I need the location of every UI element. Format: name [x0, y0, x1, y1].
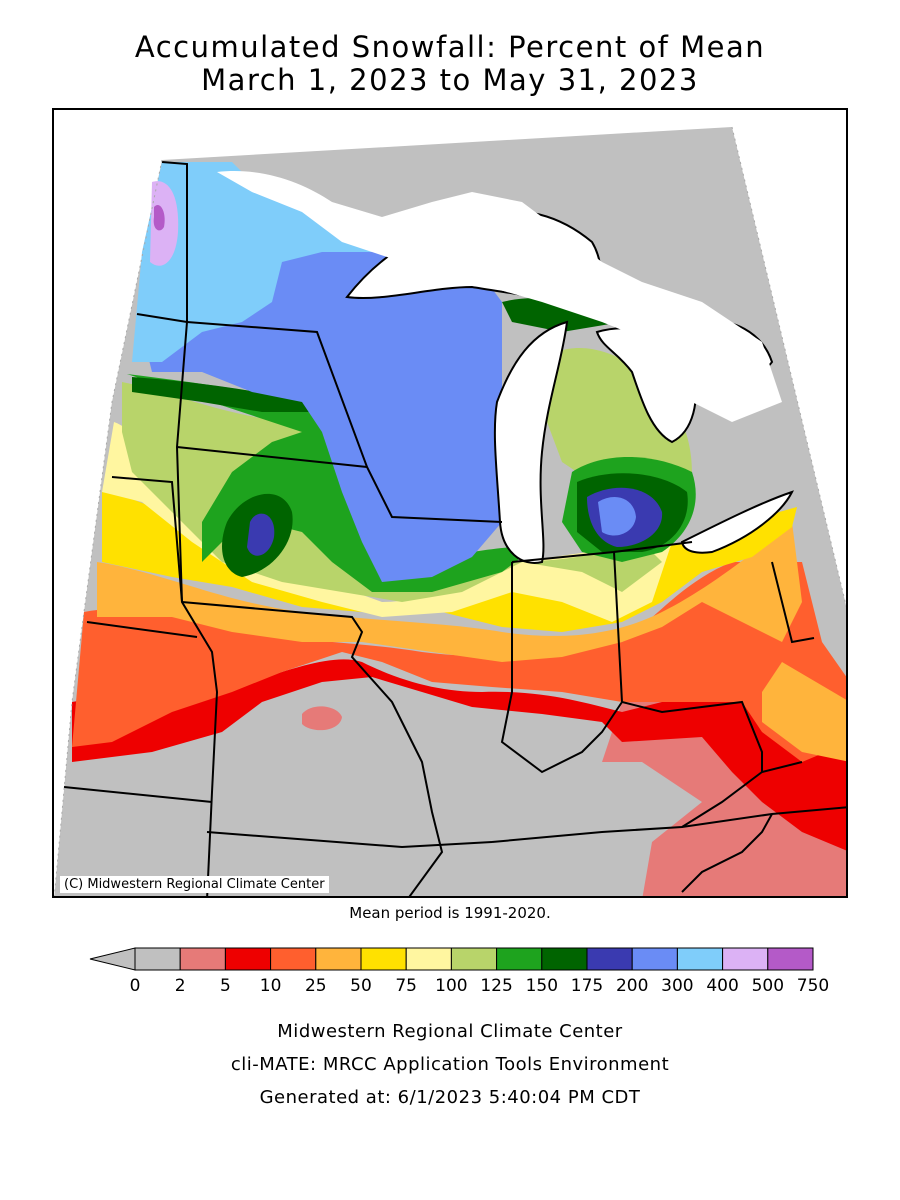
contour-300	[132, 162, 422, 362]
legend-tick-label: 5	[219, 976, 231, 996]
lake-erie	[680, 490, 794, 554]
legend-tick-label: 750	[796, 976, 830, 996]
contour-100-mi	[542, 348, 692, 482]
legend-swatch	[315, 947, 362, 971]
projection-edge	[54, 126, 846, 896]
legend-tick-label: 10	[259, 976, 282, 996]
legend-tick-label: 200	[615, 976, 649, 996]
legend-tick-label: 75	[395, 976, 418, 996]
footer-app: cli-MATE: MRCC Application Tools Environ…	[230, 1054, 670, 1075]
legend-tick-label: 175	[570, 976, 604, 996]
legend-swatch	[450, 947, 498, 971]
map-date-range: March 1, 2023 to May 31, 2023	[201, 63, 699, 97]
snowfall-map: (C) Midwestern Regional Climate Center	[52, 108, 848, 898]
contour-175-mn	[247, 513, 275, 556]
legend-swatch	[134, 947, 181, 971]
contour-25	[97, 522, 802, 662]
copyright-label: (C) Midwestern Regional Climate Center	[60, 876, 329, 893]
legend-swatch	[179, 947, 226, 971]
legend-tick-label: 300	[661, 976, 694, 996]
contour-10	[72, 562, 846, 762]
map-title: Accumulated Snowfall: Percent of Mean	[134, 30, 766, 64]
legend-tick-label: 100	[435, 976, 468, 996]
color-legend	[89, 947, 814, 971]
legend-swatch	[496, 947, 543, 971]
legend-swatch	[270, 947, 317, 971]
legend-tick-label: 2	[174, 976, 186, 996]
contour-2	[602, 692, 846, 896]
legend-swatch	[767, 947, 814, 971]
legend-arrow	[89, 947, 136, 971]
legend-swatch	[676, 947, 724, 971]
legend-swatch	[631, 947, 678, 971]
legend-swatch	[586, 947, 633, 971]
lake-michigan	[493, 320, 569, 564]
contour-200-mi	[598, 497, 636, 536]
legend-tick-label: 50	[350, 976, 372, 996]
legend-swatch	[360, 947, 407, 971]
contour-150-up	[502, 298, 622, 332]
canada-white	[217, 171, 782, 422]
state-borders	[63, 161, 846, 896]
contour-5	[72, 659, 846, 851]
contour-150	[132, 377, 322, 412]
map-canvas	[54, 110, 846, 896]
legend-swatch	[405, 947, 452, 971]
mean-period-note: Mean period is 1991-2020.	[349, 904, 551, 922]
contour-500	[153, 204, 165, 231]
contour-25-east	[762, 662, 846, 762]
contour-2-spot	[302, 706, 342, 731]
legend-tick-label: 400	[706, 976, 739, 996]
legend-swatch	[224, 947, 272, 971]
legend-tick-label: 500	[751, 976, 785, 996]
footer-org: Midwestern Regional Climate Center	[277, 1021, 623, 1042]
legend-swatch	[541, 947, 588, 971]
legend-tick-label: 25	[304, 976, 327, 996]
footer-generated: Generated at: 6/1/2023 5:40:04 PM CDT	[259, 1087, 641, 1108]
legend-tick-label: 0	[129, 976, 141, 996]
legend-tick-label: 150	[525, 976, 559, 996]
legend-swatch	[722, 947, 769, 971]
legend-tick-label: 125	[480, 976, 513, 996]
